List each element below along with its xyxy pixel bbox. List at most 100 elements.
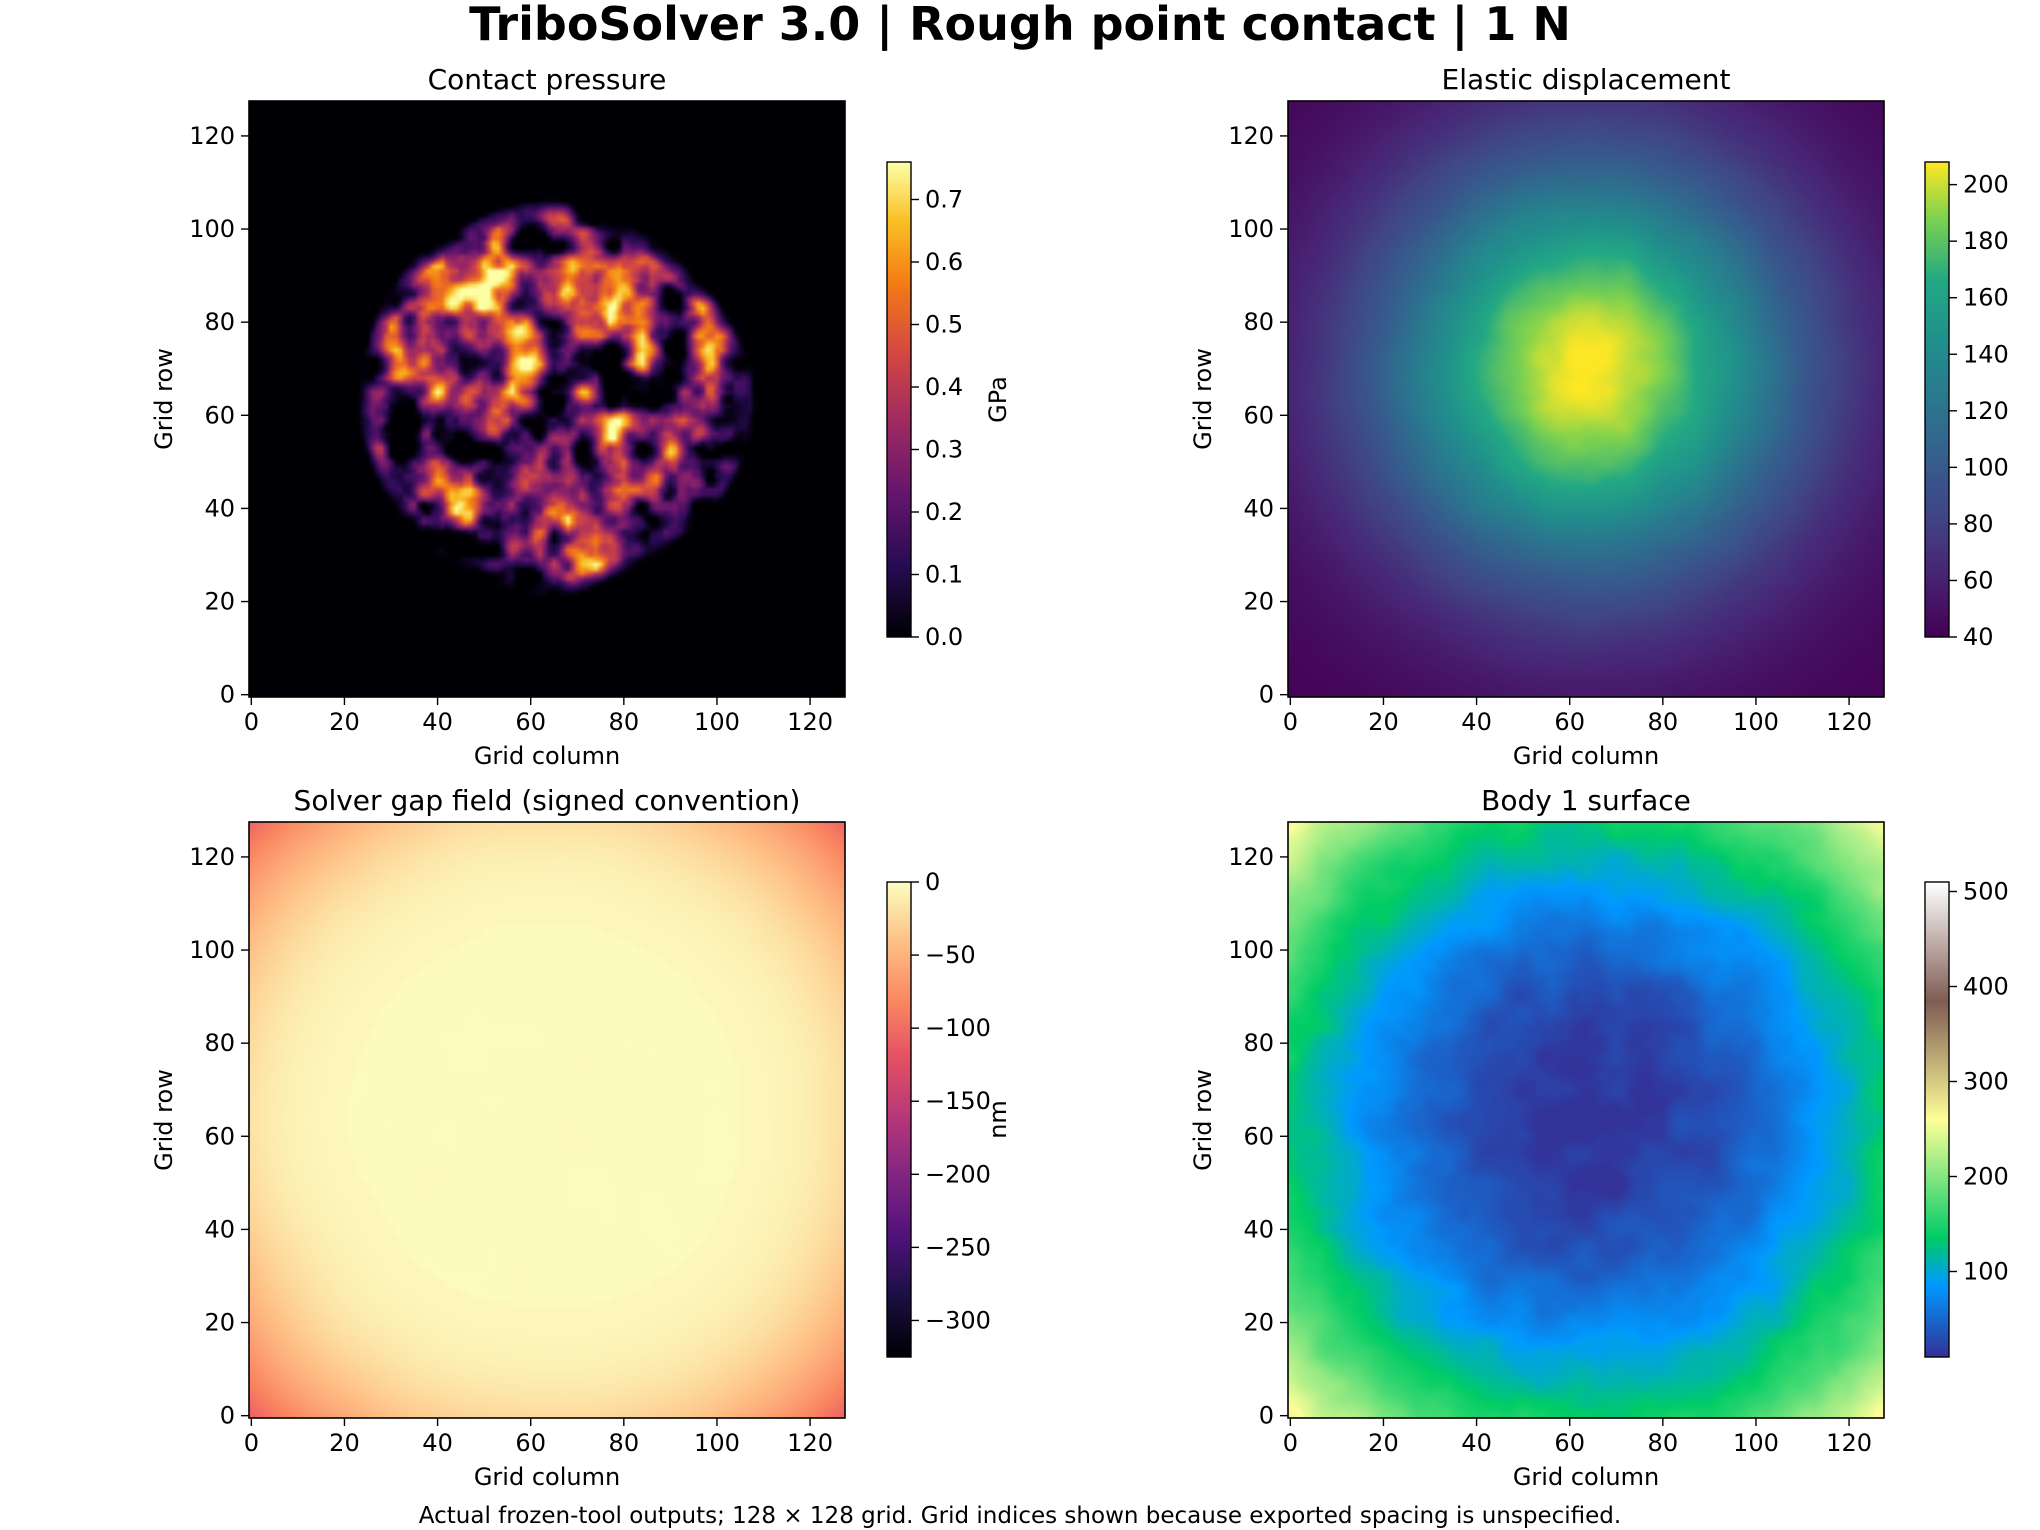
heatmap-image xyxy=(249,822,845,1418)
colorbar-tick-label: 0.5 xyxy=(925,311,963,339)
colorbar-tick-label: 0.4 xyxy=(925,373,963,401)
y-tick-label: 0 xyxy=(220,681,235,709)
colorbar-tick-label: −150 xyxy=(925,1087,991,1115)
y-tick-label: 80 xyxy=(1243,1029,1274,1057)
colorbar: 100200300400500nm xyxy=(1924,878,2009,1358)
y-tick-label: 40 xyxy=(1243,1215,1274,1243)
y-tick-label: 80 xyxy=(1243,308,1274,336)
x-tick-label: 40 xyxy=(1461,708,1492,736)
y-axis-label: Grid row xyxy=(150,1069,178,1171)
axes-frame xyxy=(248,821,846,1419)
y-axis-label: Grid row xyxy=(150,348,178,450)
x-tick-label: 0 xyxy=(1283,1429,1298,1457)
colorbar: 406080100120140160180200nm xyxy=(1924,161,2009,651)
colorbar-tick-label: 0.7 xyxy=(925,186,963,214)
colorbar-frame xyxy=(1924,881,1950,1358)
x-tick-label: 120 xyxy=(1826,1429,1872,1457)
colorbar-tick-label: −50 xyxy=(925,941,976,969)
y-tick-label: 20 xyxy=(204,588,235,616)
colorbar-tick-label: 180 xyxy=(1963,227,2009,255)
y-tick-label: 60 xyxy=(204,1122,235,1150)
x-tick-label: 20 xyxy=(329,1429,360,1457)
axes-frame xyxy=(248,100,846,698)
x-tick-label: 80 xyxy=(1648,1429,1679,1457)
y-tick-label: 80 xyxy=(204,308,235,336)
colorbar-tick-label: 400 xyxy=(1963,973,2009,1001)
colorbar: 0 −50 −100 −150 −200 −250 −300 nm xyxy=(886,868,1012,1358)
y-tick-label: 20 xyxy=(204,1309,235,1337)
colorbar-tick-label: 200 xyxy=(1963,1163,2009,1191)
y-tick-label: 100 xyxy=(189,215,235,243)
x-axis-label: Grid column xyxy=(474,742,620,770)
colorbar-tick-label: 500 xyxy=(1963,878,2009,906)
colorbar-label: nm xyxy=(984,1100,1012,1139)
y-tick-label: 120 xyxy=(189,843,235,871)
colorbar-tick-label: −250 xyxy=(925,1233,991,1261)
panel-3: Solver gap field (signed convention) 0 20 4… xyxy=(150,784,1012,1491)
x-tick-label: 20 xyxy=(1368,1429,1399,1457)
x-tick-label: 20 xyxy=(1368,708,1399,736)
colorbar-tick-label: 0.6 xyxy=(925,248,963,276)
y-tick-label: 120 xyxy=(189,122,235,150)
x-tick-label: 100 xyxy=(1733,1429,1779,1457)
figure-footnote: Actual frozen-tool outputs; 128 × 128 gr… xyxy=(419,1503,1621,1529)
y-tick-label: 0 xyxy=(1259,681,1274,709)
colorbar-tick-label: 120 xyxy=(1963,397,2009,425)
colorbar-tick-label: 0 xyxy=(925,868,940,896)
y-tick-label: 40 xyxy=(204,494,235,522)
colorbar-gradient xyxy=(1925,162,1949,637)
x-tick-label: 60 xyxy=(1554,708,1585,736)
y-tick-label: 20 xyxy=(1243,1309,1274,1337)
x-tick-label: 80 xyxy=(609,708,640,736)
y-tick-label: 120 xyxy=(1228,122,1274,150)
colorbar-tick-label: −300 xyxy=(925,1306,991,1334)
y-tick-label: 0 xyxy=(220,1402,235,1430)
colorbar-frame xyxy=(886,161,912,638)
x-tick-label: 40 xyxy=(422,708,453,736)
x-tick-label: 40 xyxy=(1461,1429,1492,1457)
panel-4: Body 1 surface 0 20 40 60 80 100 120 0 20 40 60 80 10… xyxy=(1189,784,2009,1491)
x-tick-label: 120 xyxy=(787,1429,833,1457)
colorbar-tick-label: 0.3 xyxy=(925,436,963,464)
y-tick-label: 0 xyxy=(1259,1402,1274,1430)
y-tick-label: 120 xyxy=(1228,843,1274,871)
colorbar-tick-label: 0.0 xyxy=(925,623,963,651)
x-tick-label: 80 xyxy=(609,1429,640,1457)
y-tick-label: 40 xyxy=(204,1215,235,1243)
panel-1: Contact pressure 0 20 40 60 80 100 120 0 20 40 60 80… xyxy=(150,63,1012,770)
colorbar-tick-label: −100 xyxy=(925,1014,991,1042)
x-axis-label: Grid column xyxy=(474,1463,620,1491)
heatmap-image xyxy=(1288,822,1884,1418)
colorbar-label: GPa xyxy=(984,376,1012,423)
colorbar-tick-label: 0.1 xyxy=(925,561,963,589)
colorbar-tick-label: 80 xyxy=(1963,510,1994,538)
colorbar-tick-label: 40 xyxy=(1963,623,1994,651)
colorbar-frame xyxy=(886,881,912,1358)
y-tick-label: 20 xyxy=(1243,588,1274,616)
x-tick-label: 0 xyxy=(1283,708,1298,736)
panel-title: Solver gap field (signed convention) xyxy=(294,784,801,817)
x-tick-label: 100 xyxy=(694,708,740,736)
x-axis-label: Grid column xyxy=(1513,742,1659,770)
x-tick-label: 100 xyxy=(1733,708,1779,736)
axes-frame xyxy=(1287,821,1885,1419)
x-tick-label: 100 xyxy=(694,1429,740,1457)
figure-title: TriboSolver 3.0 | Rough point contact | … xyxy=(469,0,1571,52)
colorbar-frame xyxy=(1924,161,1950,638)
x-tick-label: 120 xyxy=(1826,708,1872,736)
panel-2: Elastic displacement 0 20 40 60 80 100 120 0 20 40… xyxy=(1189,63,2009,770)
panel-title: Elastic displacement xyxy=(1442,63,1731,96)
colorbar-gradient xyxy=(887,882,911,1357)
x-tick-label: 0 xyxy=(244,1429,259,1457)
colorbar-tick-label: 0.2 xyxy=(925,498,963,526)
x-tick-label: 40 xyxy=(422,1429,453,1457)
panel-title: Body 1 surface xyxy=(1481,784,1691,817)
colorbar: 0.0 0.1 0.2 0.3 0.4 0.5 0.6 0.7 GPa xyxy=(886,161,1012,651)
y-tick-label: 60 xyxy=(204,401,235,429)
x-tick-label: 60 xyxy=(515,708,546,736)
x-tick-label: 20 xyxy=(329,708,360,736)
y-tick-label: 100 xyxy=(189,936,235,964)
colorbar-gradient xyxy=(1925,882,1949,1357)
x-axis-label: Grid column xyxy=(1513,1463,1659,1491)
